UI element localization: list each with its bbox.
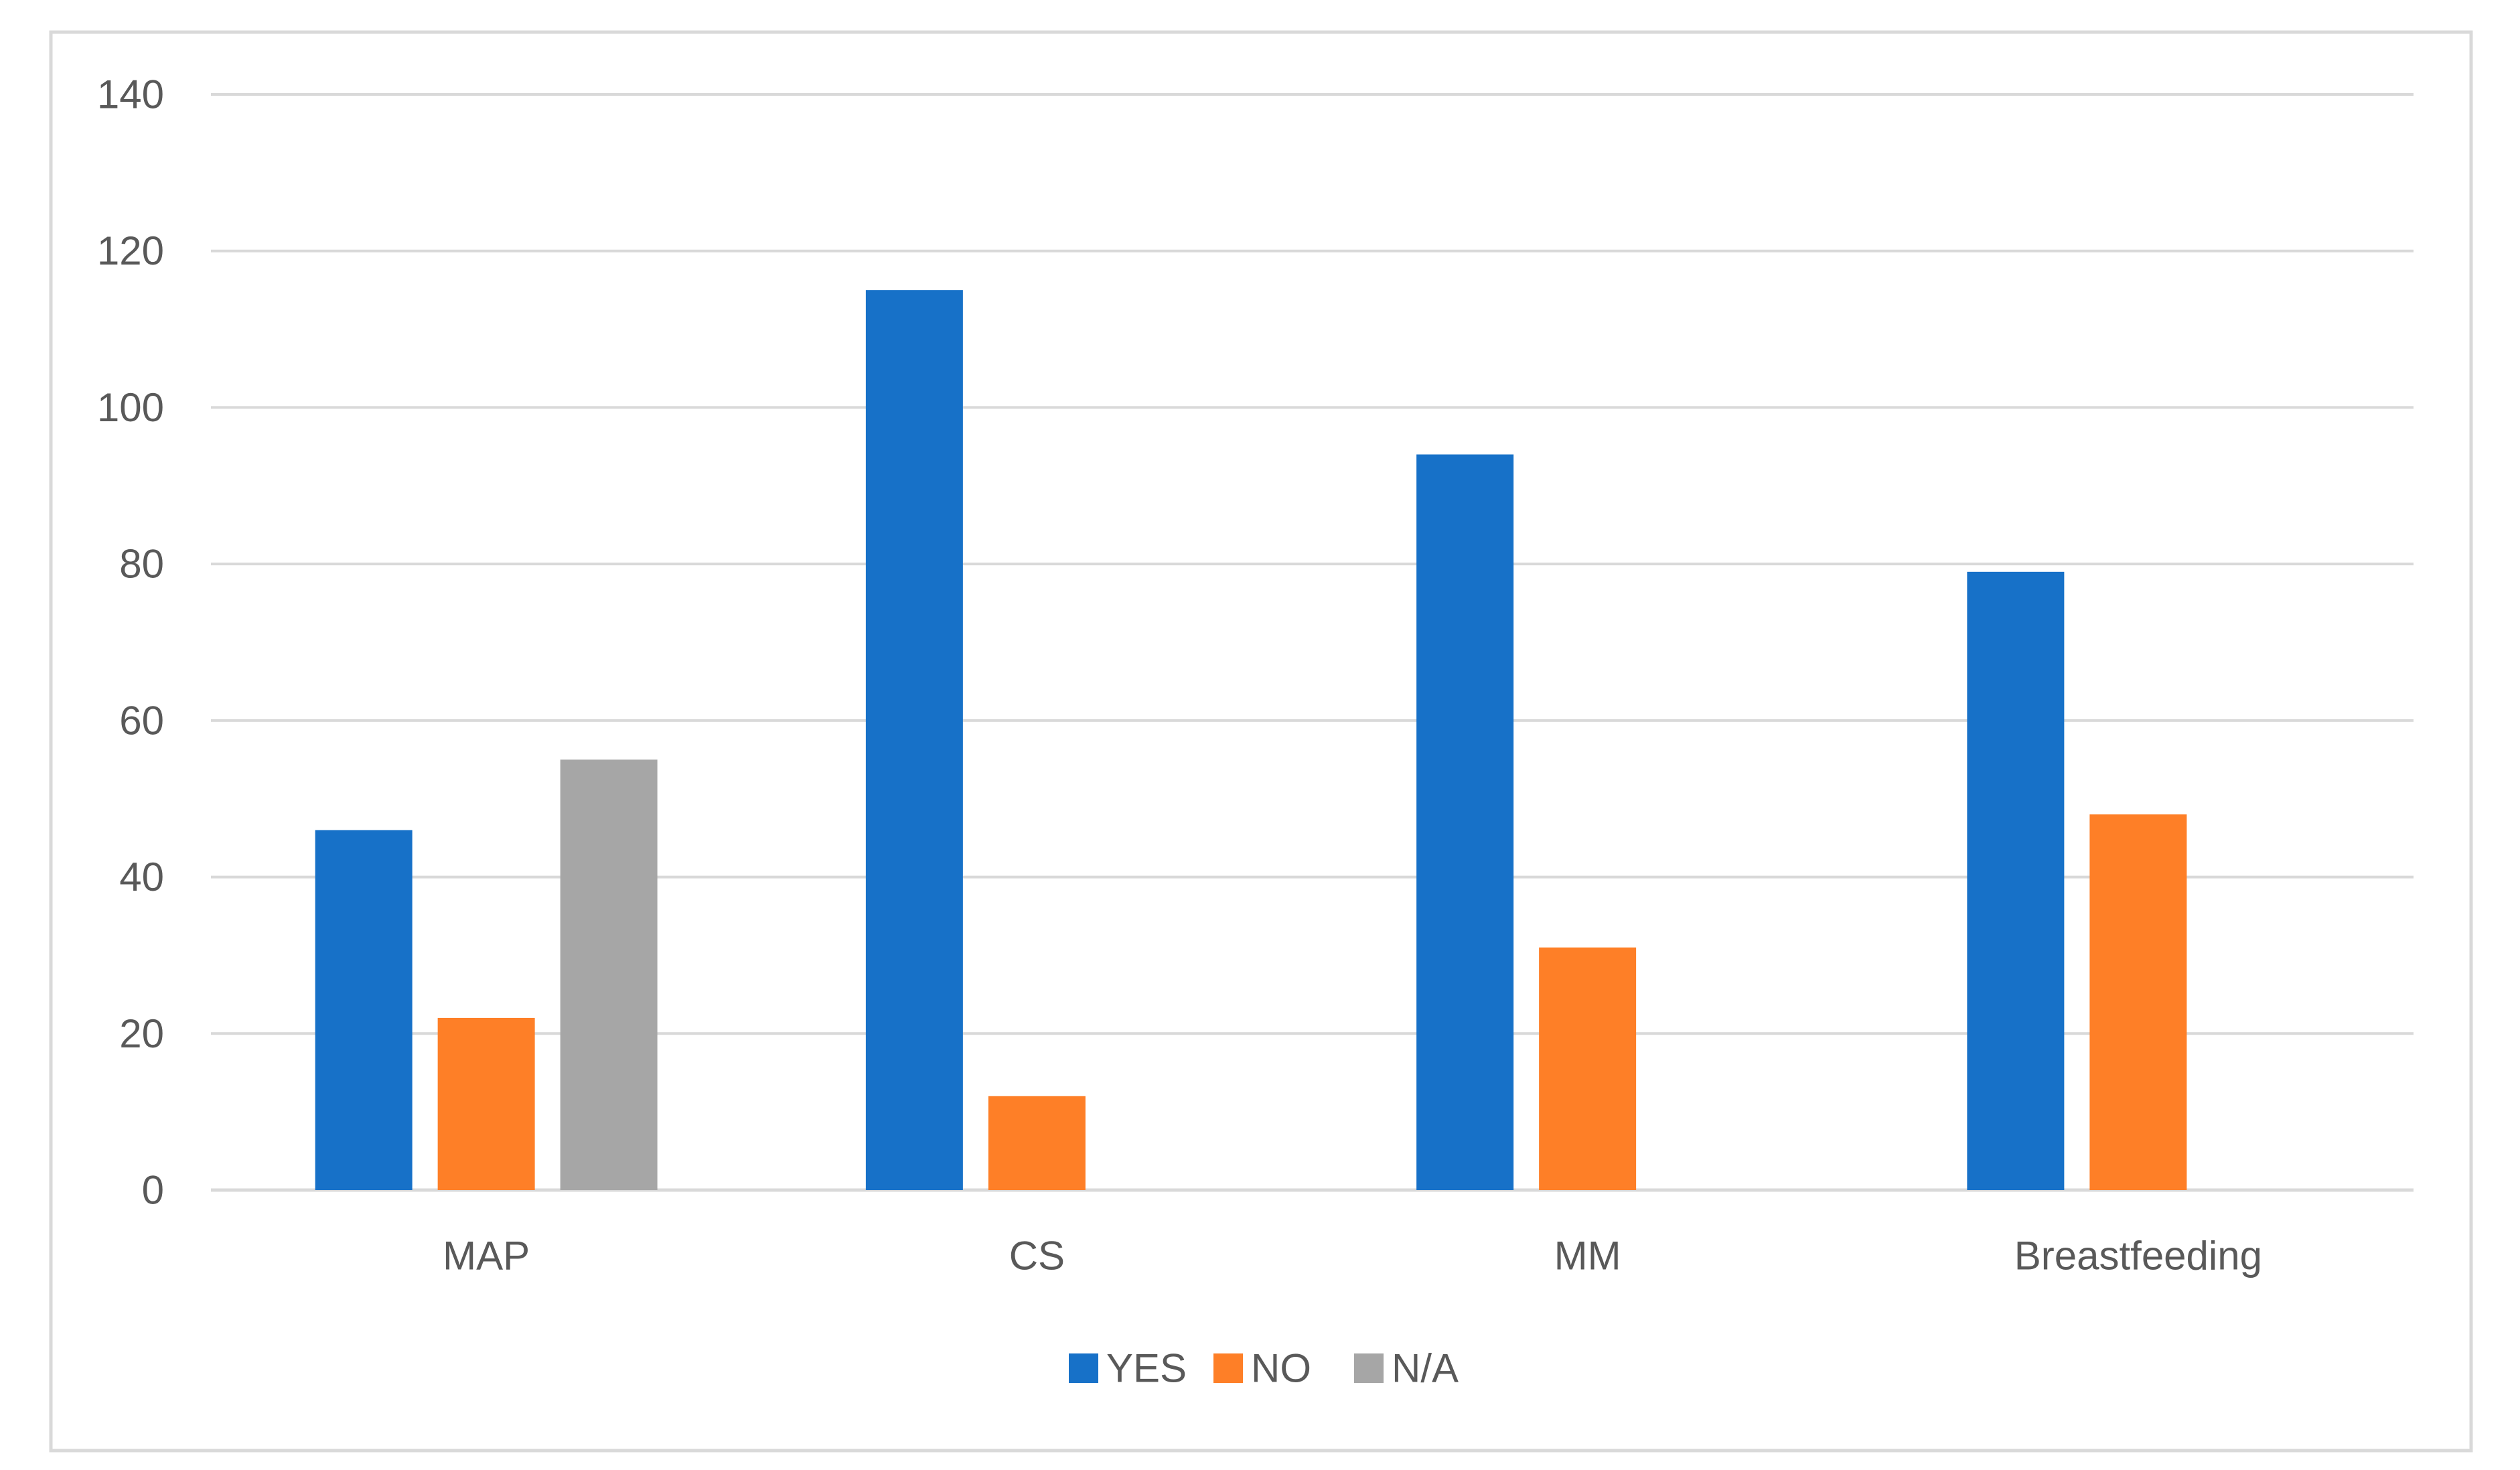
legend-label: YES (1106, 1346, 1187, 1391)
chart-border (49, 30, 2473, 1453)
legend-swatch (1213, 1353, 1243, 1383)
y-tick-label: 60 (119, 698, 164, 743)
y-tick-label: 140 (97, 72, 164, 117)
bar-no-map (437, 1017, 535, 1190)
legend-swatch (1354, 1353, 1384, 1383)
legend-item-no: NO (1213, 1346, 1311, 1391)
legend-item-na: N/A (1354, 1346, 1459, 1391)
y-tick-label: 120 (97, 228, 164, 273)
x-axis-ticks: MAP CS MM Breastfeeding (443, 1234, 2262, 1278)
legend-swatch (1069, 1353, 1098, 1383)
y-axis-ticks: 0 20 40 60 80 100 120 140 (97, 72, 164, 1213)
legend-label: N/A (1392, 1346, 1459, 1391)
y-tick-label: 80 (119, 542, 164, 587)
bar-no-mm (1539, 947, 1637, 1190)
bar-no-breastfeeding (2089, 814, 2187, 1190)
bar-no-cs (988, 1096, 1086, 1190)
y-tick-label: 100 (97, 385, 164, 430)
x-tick-label: MAP (443, 1234, 530, 1278)
x-tick-label: MM (1554, 1234, 1621, 1278)
bar-yes-map (315, 830, 413, 1190)
x-tick-label: Breastfeeding (2014, 1234, 2262, 1278)
legend-label: NO (1251, 1346, 1311, 1391)
y-tick-label: 20 (119, 1011, 164, 1056)
bar-na-map (560, 759, 658, 1190)
legend-item-yes: YES (1069, 1346, 1187, 1391)
bar-yes-mm (1416, 454, 1514, 1190)
bar-yes-cs (865, 290, 963, 1191)
bar-yes-breastfeeding (1967, 571, 2065, 1190)
bars (315, 290, 2187, 1191)
x-tick-label: CS (1009, 1234, 1065, 1278)
y-tick-label: 0 (142, 1168, 164, 1213)
y-tick-label: 40 (119, 855, 164, 899)
legend: YES NO N/A (1069, 1346, 1459, 1391)
